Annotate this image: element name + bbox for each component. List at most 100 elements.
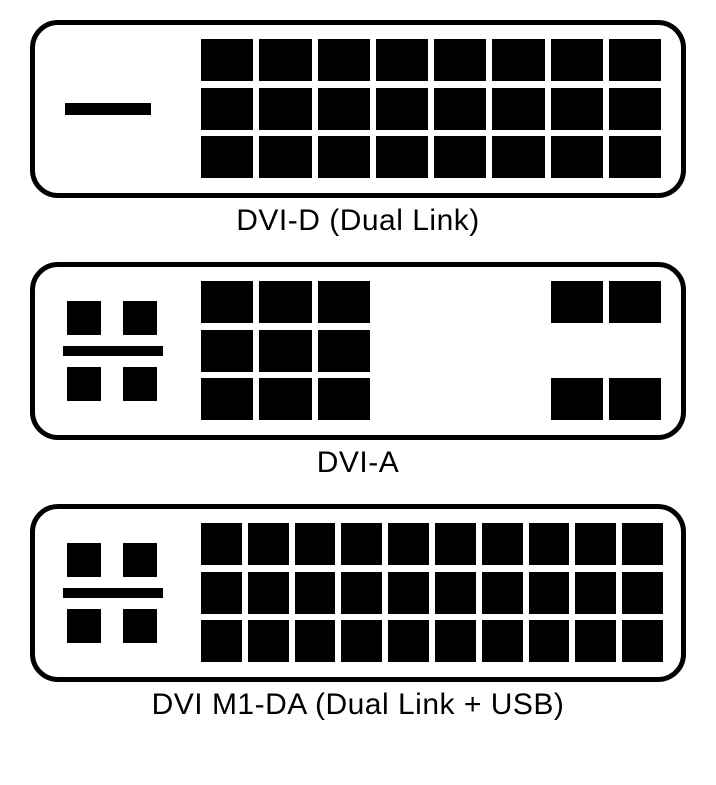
pin-filled — [482, 572, 523, 614]
pin-filled — [435, 523, 476, 565]
pin-filled — [259, 281, 311, 323]
pin-grid — [201, 39, 661, 179]
connector-shell — [30, 504, 686, 682]
pin-filled — [376, 88, 428, 130]
pin-empty — [376, 330, 428, 372]
flat-blade — [63, 588, 163, 598]
pin-filled — [248, 523, 289, 565]
pin-row — [201, 378, 661, 421]
c4-pin — [123, 367, 157, 401]
pin-empty — [609, 330, 661, 372]
pin-filled — [318, 281, 370, 323]
pin-filled — [201, 572, 242, 614]
pin-filled — [609, 378, 661, 420]
c4-pin — [67, 367, 101, 401]
connector-dvi-d-dual-link: DVI-D (Dual Link) — [30, 20, 686, 238]
flat-blade — [63, 346, 163, 356]
connector-shell — [30, 262, 686, 440]
pin-filled — [609, 281, 661, 323]
pin-filled — [341, 523, 382, 565]
pin-filled — [575, 523, 616, 565]
pin-filled — [201, 281, 253, 323]
connector-label: DVI-A — [30, 446, 686, 480]
pin-filled — [609, 136, 661, 178]
pin-filled — [201, 39, 253, 81]
pin-filled — [341, 620, 382, 662]
pin-row — [201, 330, 661, 373]
pin-filled — [482, 523, 523, 565]
pin-filled — [259, 378, 311, 420]
pin-filled — [248, 572, 289, 614]
pin-filled — [622, 620, 663, 662]
pin-grid — [201, 281, 661, 421]
c4-pin — [123, 609, 157, 643]
pin-filled — [376, 39, 428, 81]
flat-blade — [65, 103, 151, 115]
connector-label: DVI M1-DA (Dual Link + USB) — [30, 688, 686, 722]
ground-blade-cluster — [53, 533, 183, 653]
pin-row — [201, 281, 661, 324]
pin-filled — [318, 378, 370, 420]
connector-dvi-a: DVI-A — [30, 262, 686, 480]
pin-filled — [434, 88, 486, 130]
pin-empty — [551, 330, 603, 372]
pin-filled — [259, 39, 311, 81]
pin-row — [201, 39, 661, 82]
pin-filled — [201, 330, 253, 372]
pin-filled — [622, 523, 663, 565]
pin-filled — [201, 620, 242, 662]
ground-blade-cluster — [53, 291, 183, 411]
pin-empty — [376, 281, 428, 323]
pin-filled — [318, 136, 370, 178]
pin-filled — [482, 620, 523, 662]
pin-filled — [259, 136, 311, 178]
pin-filled — [529, 572, 570, 614]
pin-filled — [575, 620, 616, 662]
pin-filled — [376, 136, 428, 178]
c4-pin — [123, 543, 157, 577]
pin-filled — [529, 620, 570, 662]
pin-empty — [376, 378, 428, 420]
pin-filled — [259, 88, 311, 130]
pin-filled — [435, 572, 476, 614]
pin-filled — [201, 378, 253, 420]
pin-row — [201, 88, 661, 131]
pin-filled — [341, 572, 382, 614]
pin-filled — [388, 620, 429, 662]
pin-filled — [551, 378, 603, 420]
pin-filled — [609, 88, 661, 130]
pin-filled — [248, 620, 289, 662]
pin-empty — [492, 281, 544, 323]
pin-empty — [492, 378, 544, 420]
pin-filled — [318, 88, 370, 130]
c4-pin — [123, 301, 157, 335]
connector-label: DVI-D (Dual Link) — [30, 204, 686, 238]
pin-empty — [492, 330, 544, 372]
pin-filled — [551, 281, 603, 323]
pin-filled — [551, 39, 603, 81]
pin-filled — [318, 39, 370, 81]
pin-row — [201, 136, 661, 179]
pin-filled — [318, 330, 370, 372]
pin-filled — [201, 523, 242, 565]
pin-filled — [295, 572, 336, 614]
pin-filled — [551, 88, 603, 130]
pin-row — [201, 620, 663, 663]
pin-empty — [434, 281, 486, 323]
c4-pin — [67, 609, 101, 643]
pin-grid — [201, 523, 663, 663]
pin-filled — [435, 620, 476, 662]
pin-filled — [492, 88, 544, 130]
pin-filled — [388, 572, 429, 614]
connector-dvi-m1-da: DVI M1-DA (Dual Link + USB) — [30, 504, 686, 722]
c4-pin — [67, 543, 101, 577]
pin-filled — [434, 136, 486, 178]
pin-filled — [622, 572, 663, 614]
diagram-container: DVI-D (Dual Link) DVI-A DVI M1-DA (Dual Li… — [0, 0, 716, 756]
pin-row — [201, 523, 663, 566]
pin-filled — [259, 330, 311, 372]
ground-blade-cluster — [53, 49, 183, 169]
pin-filled — [492, 39, 544, 81]
connector-shell — [30, 20, 686, 198]
pin-filled — [295, 620, 336, 662]
